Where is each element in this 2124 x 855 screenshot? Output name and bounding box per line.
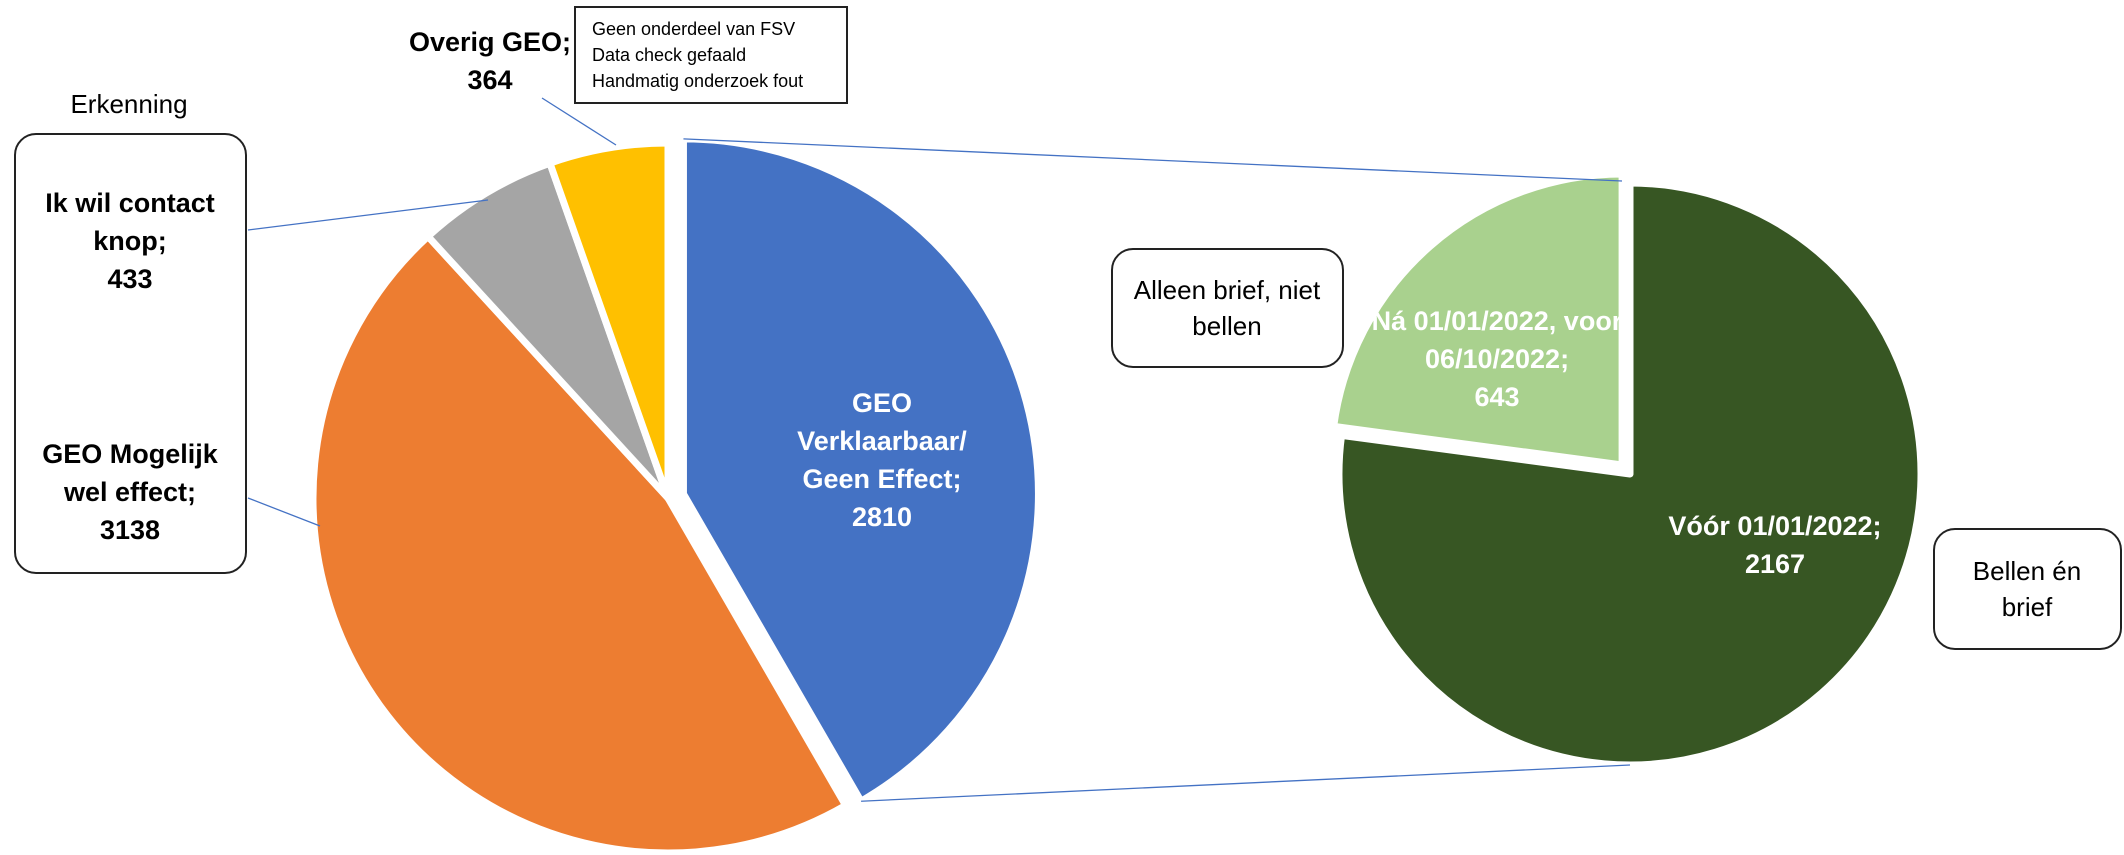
pie-slice xyxy=(679,135,1042,805)
label-name: Ik wil contact knop; xyxy=(45,188,215,256)
label-value: 643 xyxy=(1474,382,1520,412)
connector-line xyxy=(861,764,1631,802)
note-box: Geen onderdeel van FSV Data check gefaal… xyxy=(574,6,848,104)
label-value: 433 xyxy=(107,264,153,294)
group-label: Erkenning xyxy=(70,89,188,119)
data-label: Overig GEO; 364 xyxy=(390,23,590,99)
annotation: Alleen brief, niet bellen xyxy=(1133,275,1321,341)
pie-slice xyxy=(309,232,850,855)
label-name: Vóór 01/01/2022; xyxy=(1668,511,1882,541)
data-label: GEO Verklaarbaar/ Geen Effect; 2810 xyxy=(772,384,992,536)
data-label: Ná 01/01/2022, voor 06/10/2022; 643 xyxy=(1367,302,1627,416)
pie-slice xyxy=(424,159,672,502)
label-value: 3138 xyxy=(99,515,161,545)
note-line: Data check gefaald xyxy=(592,45,747,65)
data-label: Ik wil contact knop; 433 xyxy=(35,184,225,298)
label-name: Overig GEO; xyxy=(408,27,572,57)
pie-slice xyxy=(1335,179,1925,769)
label-box xyxy=(14,133,247,574)
label-name: GEO Verklaarbaar/ Geen Effect; xyxy=(797,388,967,494)
annotation-box xyxy=(1933,528,2122,650)
label-name: GEO Mogelijk wel effect; xyxy=(42,439,218,507)
label-value: 2810 xyxy=(851,502,913,532)
pie-slice xyxy=(546,139,672,502)
note-line: Handmatig onderzoek fout xyxy=(592,71,804,91)
annotation: Bellen én brief xyxy=(1972,556,2082,622)
leader-line xyxy=(541,97,617,146)
label-value: 364 xyxy=(467,65,513,95)
connector-line xyxy=(683,138,1623,182)
label-name: Ná 01/01/2022, voor 06/10/2022; xyxy=(1371,306,1623,374)
data-label: Vóór 01/01/2022; 2167 xyxy=(1635,507,1915,583)
label-value: 2167 xyxy=(1744,549,1806,579)
data-label: GEO Mogelijk wel effect; 3138 xyxy=(35,435,225,549)
leader-line xyxy=(247,497,321,527)
annotation-box xyxy=(1111,248,1344,368)
note-line: Geen onderdeel van FSV xyxy=(592,19,796,39)
leader-line xyxy=(247,199,489,231)
